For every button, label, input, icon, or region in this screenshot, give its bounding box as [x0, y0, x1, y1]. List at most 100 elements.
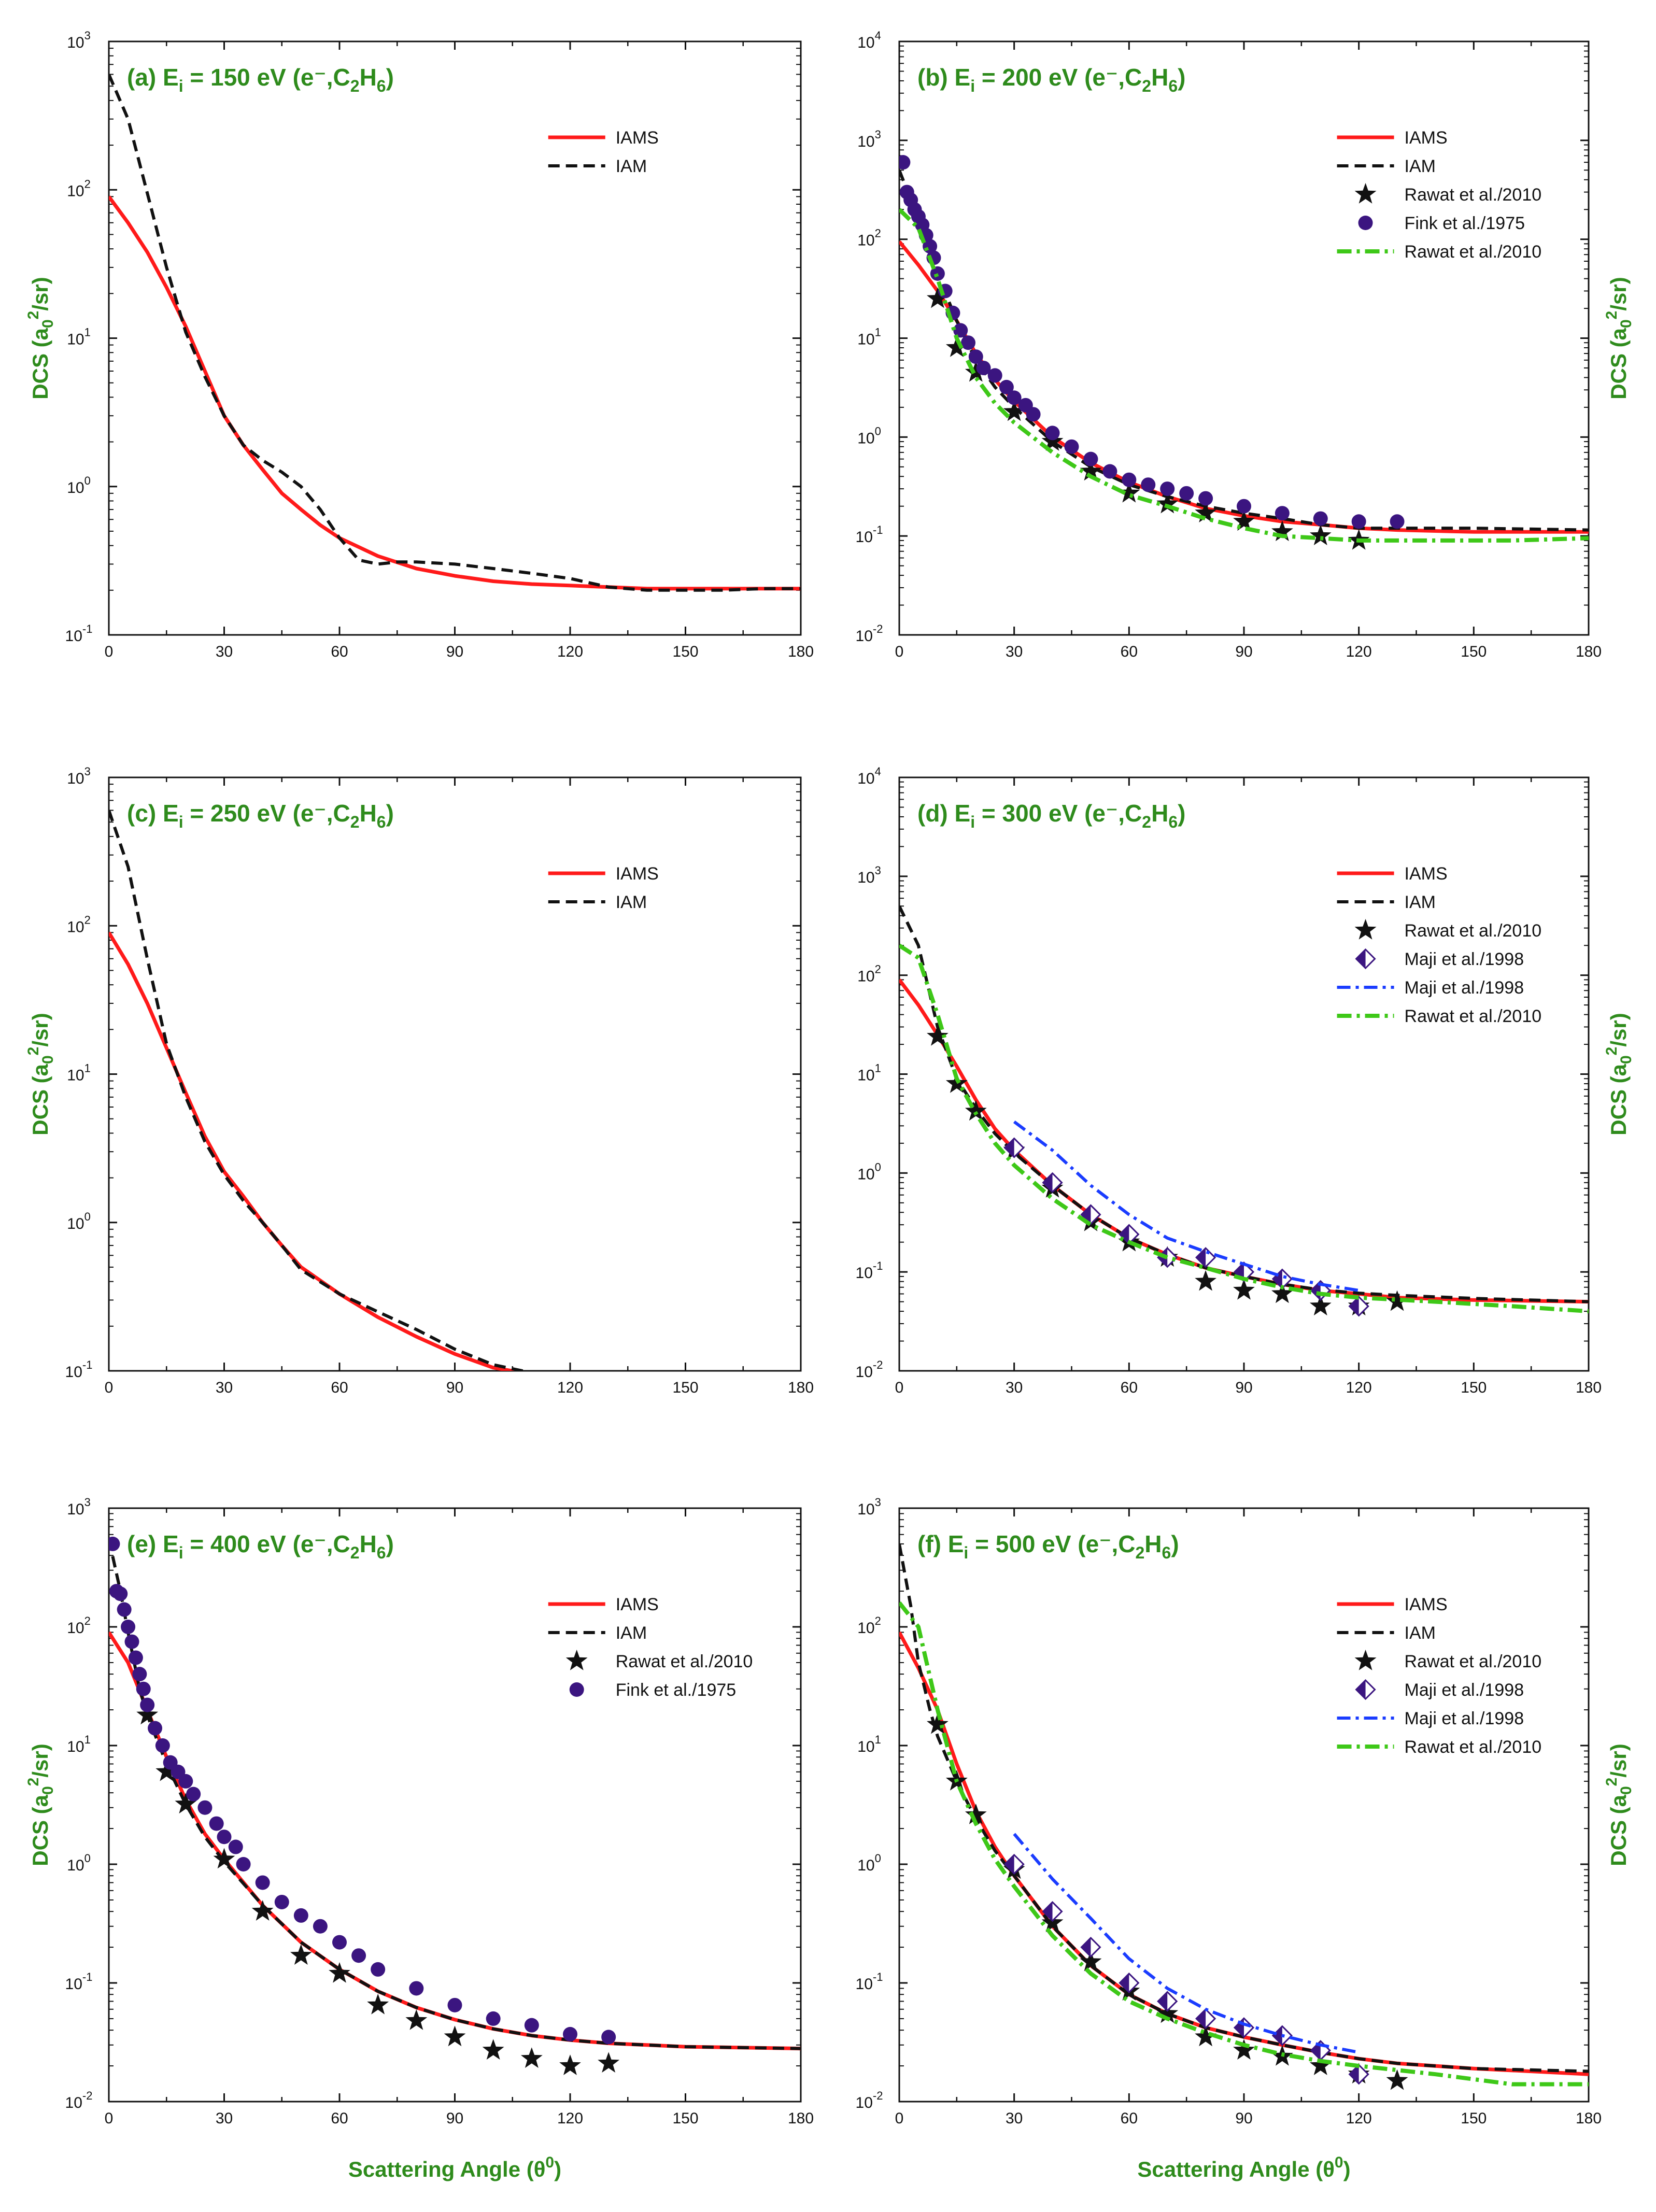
series-d-3-maji-et-al-1998-point-fill: [1120, 1225, 1129, 1244]
y-tick-label-1e3: 103: [857, 864, 881, 886]
series-f-5-rawat-et-al-2010-line: [899, 1601, 1589, 2087]
plot-frame-c: [108, 776, 802, 1372]
series-f-3-maji-et-al-1998-markers: [1003, 1853, 1369, 2085]
x-tick-label-180: 180: [788, 643, 814, 660]
panel-title-f: (f) Ei = 500 eV (e⁻,C2H6): [917, 1530, 1179, 1562]
legend-a: IAMS IAM: [548, 128, 659, 176]
series-e-3-fink-et-al-1975-point: [148, 1721, 162, 1736]
x-tick-label-60: 60: [331, 2110, 348, 2127]
series-f-2-rawat-et-al-2010-point: [965, 1804, 987, 1824]
x-tick-label-0: 0: [895, 2110, 904, 2127]
series-e-2-rawat-et-al-2010-point: [520, 2047, 543, 2068]
y-tick-label-1e-2: 10-2: [856, 622, 883, 645]
panel-title-d: (d) Ei = 300 eV (e⁻,C2H6): [917, 800, 1185, 831]
series-e-3-fink-et-al-1975-point: [117, 1602, 132, 1617]
series-f-3-maji-et-al-1998-point: [1157, 1991, 1178, 2012]
series-d-3-maji-et-al-1998-point-fill: [1043, 1173, 1053, 1192]
series-d-4-maji-et-al-1998-line: [1013, 1120, 1360, 1292]
legend-label-b-2: Rawat et al./2010: [1405, 185, 1542, 205]
x-tick-label-30: 30: [216, 643, 233, 660]
series-b-3-fink-et-al-1975-point: [1064, 439, 1079, 454]
x-tick-label-150: 150: [672, 2110, 698, 2127]
series-b-2-rawat-et-al-2010-point: [1080, 460, 1102, 481]
series-e-1-iam-line: [109, 1538, 801, 2050]
series-b-3-fink-et-al-1975-point: [1390, 514, 1405, 529]
series-b-3-fink-et-al-1975-markers: [899, 155, 1405, 529]
series-group-d: [899, 905, 1589, 1317]
series-b-3-fink-et-al-1975-point: [953, 323, 968, 338]
legend-swatch-b-2: [1354, 183, 1377, 204]
y-tick-label-1e1: 101: [67, 1733, 91, 1755]
series-e-3-fink-et-al-1975-point: [128, 1650, 143, 1665]
series-a-1-iam-line: [109, 74, 801, 592]
series-f-2-rawat-et-al-2010-point: [1233, 2039, 1255, 2060]
series-d-2-rawat-et-al-2010-point: [1309, 1295, 1332, 1316]
legend-d: IAMS IAM Rawat et al./2010 Maji et al./1998…: [1337, 864, 1541, 1026]
plot-frame-b: [898, 40, 1590, 636]
series-e-3-fink-et-al-1975-point: [186, 1786, 201, 1802]
series-e-3-fink-et-al-1975-point: [209, 1816, 224, 1831]
series-e-3-fink-et-al-1975-point: [447, 1997, 462, 2012]
y-tick-label-1e-2: 10-2: [65, 2089, 93, 2111]
y-tick-label-1e2: 102: [857, 1614, 881, 1637]
series-d-2-rawat-et-al-2010-point: [1271, 1282, 1293, 1303]
series-b-2-rawat-et-al-2010-point: [1233, 510, 1255, 531]
y-tick-label-1e2: 102: [67, 913, 91, 935]
series-b-2-rawat-et-al-2010-point: [1271, 520, 1293, 542]
legend-swatch-d-3-fill: [1356, 949, 1366, 968]
series-f-2-rawat-et-al-2010-point: [927, 1713, 949, 1734]
series-e-2-rawat-et-al-2010-point: [155, 1760, 178, 1781]
y-axis-label-d: DCS (a02/sr): [1603, 1013, 1635, 1135]
x-tick-label-120: 120: [1346, 2110, 1372, 2127]
series-e-3-fink-et-al-1975-point: [109, 1536, 120, 1551]
series-b-3-fink-et-al-1975-point: [1351, 514, 1366, 529]
x-tick-label-60: 60: [331, 643, 348, 660]
series-f-3-maji-et-al-1998-point: [1042, 1901, 1063, 1922]
x-tick-label-120: 120: [1346, 1379, 1372, 1396]
y-tick-label-1e2: 102: [67, 177, 91, 200]
series-e-3-fink-et-al-1975-point: [563, 2026, 577, 2041]
legend-e: IAMS IAM Rawat et al./2010 Fink et al./1975: [548, 1595, 753, 1700]
y-tick-label-1e-2: 10-2: [856, 1358, 883, 1381]
series-b-2-rawat-et-al-2010-point: [1041, 430, 1064, 451]
legend-swatch-e-3: [569, 1682, 584, 1697]
y-tick-label-1e1: 101: [857, 1062, 881, 1084]
x-tick-label-0: 0: [895, 643, 904, 660]
x-tick-label-60: 60: [1121, 643, 1138, 660]
legend-swatch-b-3: [1358, 216, 1373, 230]
y-tick-label-1e2: 102: [67, 1614, 91, 1637]
series-e-3-fink-et-al-1975-point: [274, 1894, 289, 1909]
series-d-3-maji-et-al-1998-point-fill: [1196, 1248, 1206, 1267]
y-tick-label-1e1: 101: [857, 326, 881, 348]
series-e-3-fink-et-al-1975-point: [351, 1948, 366, 1963]
x-tick-label-90: 90: [446, 2110, 463, 2127]
series-b-3-fink-et-al-1975-point: [1237, 499, 1251, 514]
series-e-2-rawat-et-al-2010-point: [598, 2052, 620, 2073]
series-e-3-fink-et-al-1975-point: [313, 1919, 328, 1934]
y-tick-label-1e3: 103: [857, 1496, 881, 1518]
series-f-2-rawat-et-al-2010-markers: [927, 1713, 1408, 2090]
y-tick-label-1e0: 100: [67, 1852, 91, 1874]
series-e-2-rawat-et-al-2010-point: [367, 1993, 389, 2015]
legend-label-f-1: IAM: [1405, 1623, 1436, 1643]
series-b-3-fink-et-al-1975-point: [899, 155, 911, 170]
x-tick-label-150: 150: [672, 1379, 698, 1396]
series-c-0-iams-line: [109, 931, 523, 1371]
series-d-5-rawat-et-al-2010-line: [899, 943, 1589, 1314]
x-tick-label-120: 120: [1346, 643, 1372, 660]
x-tick-label-180: 180: [1576, 2110, 1602, 2127]
series-e-3-fink-et-al-1975-point: [136, 1681, 151, 1696]
series-f-3-maji-et-al-1998-point-fill: [1043, 1902, 1053, 1921]
series-b-3-fink-et-al-1975-point: [999, 379, 1014, 394]
series-b-3-fink-et-al-1975-point: [1045, 426, 1060, 441]
series-e-3-fink-et-al-1975-point: [601, 2030, 616, 2045]
y-tick-label-1e1: 101: [857, 1733, 881, 1755]
series-e-3-fink-et-al-1975-point: [255, 1875, 270, 1890]
x-tick-label-180: 180: [788, 2110, 814, 2127]
series-f-3-maji-et-al-1998-point: [1080, 1936, 1101, 1958]
x-tick-label-150: 150: [1461, 1379, 1487, 1396]
series-b-2-rawat-et-al-2010-point: [1003, 400, 1025, 421]
series-e-2-rawat-et-al-2010-point: [251, 1900, 274, 1921]
series-e-3-fink-et-al-1975-point: [121, 1620, 136, 1634]
legend-label-e-0: IAMS: [616, 1595, 659, 1614]
